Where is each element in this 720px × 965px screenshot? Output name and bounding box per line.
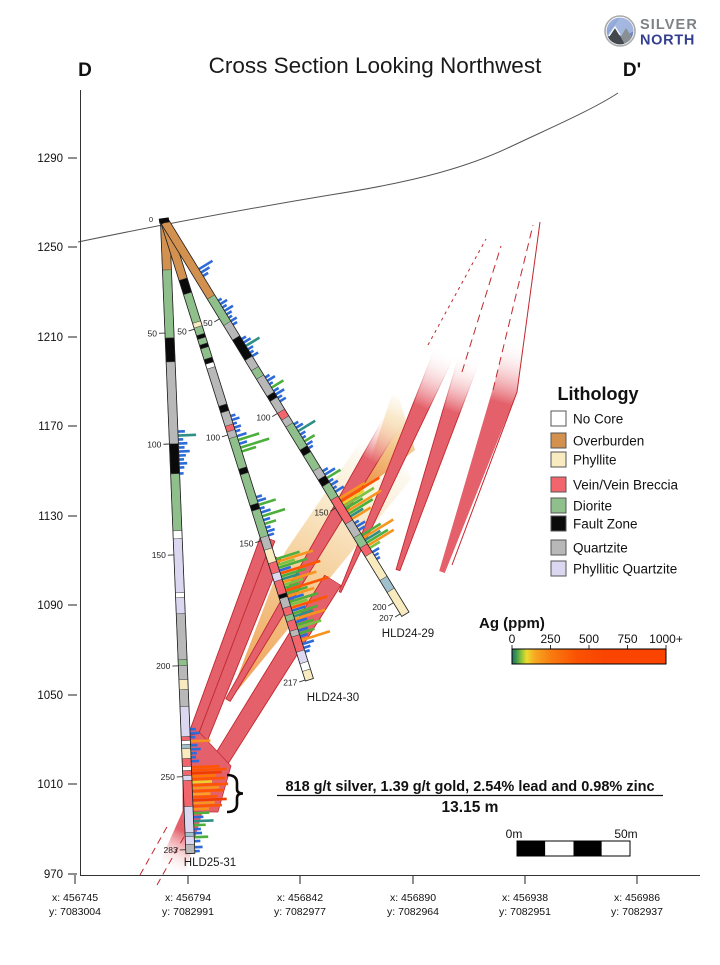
svg-text:250: 250 — [161, 772, 175, 782]
svg-text:100: 100 — [206, 432, 220, 442]
svg-text:250: 250 — [540, 632, 560, 646]
svg-text:y: 7082991: y: 7082991 — [162, 906, 214, 918]
svg-text:200: 200 — [372, 602, 386, 612]
svg-text:283: 283 — [164, 845, 178, 855]
svg-text:1000+: 1000+ — [649, 632, 683, 646]
svg-text:200: 200 — [156, 661, 170, 671]
svg-text:HLD24-30: HLD24-30 — [307, 692, 359, 704]
svg-text:1010: 1010 — [37, 779, 63, 791]
svg-text:x: 456986: x: 456986 — [614, 892, 660, 904]
svg-text:100: 100 — [147, 439, 161, 449]
svg-text:150: 150 — [314, 507, 328, 517]
svg-text:SILVER: SILVER — [640, 17, 698, 33]
svg-text:x: 456745: x: 456745 — [52, 892, 98, 904]
svg-text:D': D' — [623, 60, 641, 81]
svg-text:970: 970 — [44, 869, 63, 881]
svg-text:13.15 m: 13.15 m — [442, 799, 499, 816]
svg-text:y: 7082977: y: 7082977 — [274, 906, 326, 918]
svg-text:150: 150 — [239, 538, 253, 548]
svg-text:x: 456938: x: 456938 — [502, 892, 548, 904]
svg-text:y: 7082951: y: 7082951 — [499, 906, 551, 918]
svg-text:50: 50 — [148, 328, 158, 338]
svg-text:Cross Section Looking Northwes: Cross Section Looking Northwest — [209, 53, 542, 78]
svg-text:No Core: No Core — [573, 412, 623, 427]
svg-text:207: 207 — [379, 613, 393, 623]
svg-text:Lithology: Lithology — [558, 384, 639, 404]
svg-text:D: D — [78, 60, 92, 81]
svg-text:100: 100 — [256, 413, 270, 423]
svg-text:y: 7082964: y: 7082964 — [387, 906, 439, 918]
svg-text:0: 0 — [149, 215, 153, 224]
svg-text:Ag (ppm): Ag (ppm) — [479, 615, 545, 632]
svg-text:y: 7082937: y: 7082937 — [611, 906, 663, 918]
svg-text:Fault Zone: Fault Zone — [573, 517, 638, 532]
svg-text:Diorite: Diorite — [573, 499, 612, 514]
svg-text:500: 500 — [579, 632, 599, 646]
svg-text:y: 7083004: y: 7083004 — [49, 906, 101, 918]
svg-text:x: 456842: x: 456842 — [277, 892, 323, 904]
svg-text:Phyllitic Quartzite: Phyllitic Quartzite — [573, 562, 677, 577]
svg-text:1290: 1290 — [37, 153, 63, 165]
svg-text:0m: 0m — [506, 827, 523, 841]
svg-text:1250: 1250 — [37, 242, 63, 254]
svg-text:1050: 1050 — [37, 690, 63, 702]
svg-text:Overburden: Overburden — [573, 434, 644, 449]
svg-text:750: 750 — [617, 632, 637, 646]
svg-text:1170: 1170 — [38, 421, 63, 433]
svg-text:Vein/Vein Breccia: Vein/Vein Breccia — [573, 478, 679, 493]
svg-text:1130: 1130 — [38, 511, 63, 523]
svg-text:50: 50 — [203, 318, 213, 328]
svg-text:NORTH: NORTH — [640, 33, 695, 49]
svg-text:HLD25-31: HLD25-31 — [184, 857, 236, 869]
svg-text:x: 456794: x: 456794 — [165, 892, 211, 904]
svg-text:150: 150 — [152, 550, 166, 560]
svg-text:818 g/t silver, 1.39 g/t gold,: 818 g/t silver, 1.39 g/t gold, 2.54% lea… — [285, 779, 654, 795]
svg-text:50: 50 — [177, 327, 187, 337]
svg-text:HLD24-29: HLD24-29 — [382, 628, 434, 640]
svg-text:217: 217 — [283, 678, 297, 688]
svg-text:x: 456890: x: 456890 — [390, 892, 436, 904]
svg-text:50m: 50m — [614, 827, 637, 841]
svg-text:0: 0 — [509, 632, 516, 646]
svg-text:Phyllite: Phyllite — [573, 453, 617, 468]
svg-text:1210: 1210 — [37, 332, 63, 344]
svg-text:1090: 1090 — [37, 600, 63, 612]
svg-text:Quartzite: Quartzite — [573, 541, 628, 556]
